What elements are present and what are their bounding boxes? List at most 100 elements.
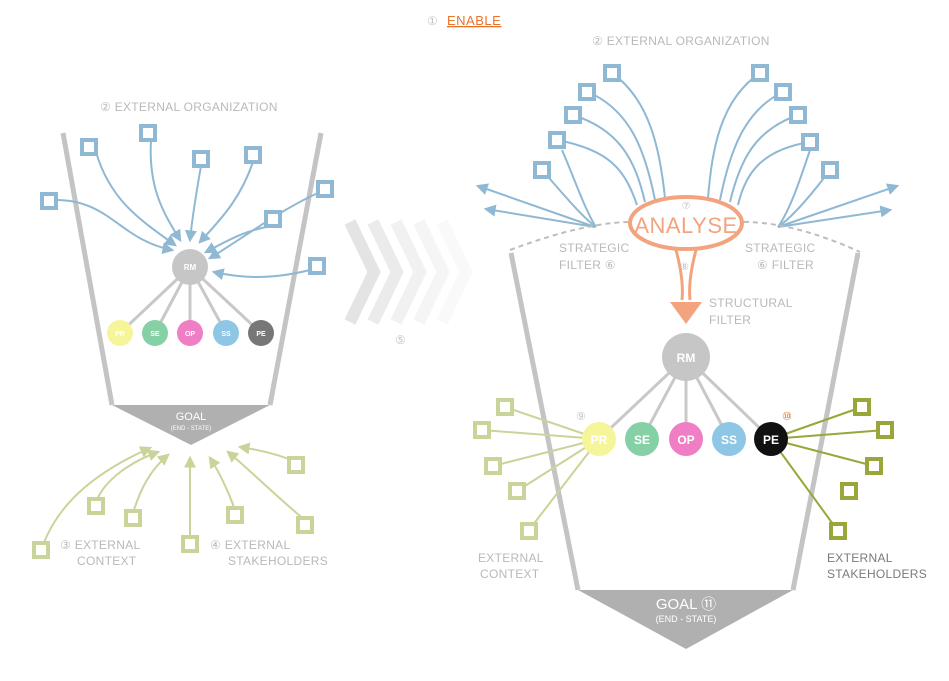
right-unit-pe-label: PE [763,433,779,447]
pr-number: ⑨ [576,411,586,423]
left-stakeholders-label-2: STAKEHOLDERS [228,554,328,568]
context-square-icon [32,541,50,559]
stakeholder-square-icon [853,398,871,416]
structural-filter-number: ⑧ [680,262,689,273]
chevron-icon [344,219,381,325]
right-unit-se-label: SE [634,433,650,447]
analyse-label: ANALYSE [634,213,737,238]
stakeholder-square-icon [840,482,858,500]
analyse-node [628,195,744,251]
pe-number: ⑩ [782,411,792,423]
left-org-links [55,139,319,281]
left-unit-se-label: SE [150,331,160,338]
structural-filter-label-1: STRUCTURAL [709,296,793,310]
org-square-icon [308,257,326,275]
left-unit-ss [213,320,239,346]
right-stakeholders-label-2: STAKEHOLDERS [827,567,927,581]
left-units: PR SE OP SS PE [107,320,274,346]
left-unit-pr-label: PR [115,331,125,338]
right-unit-pe [754,422,788,456]
left-external-organization-label: ② EXTERNAL ORGANIZATION [100,100,278,114]
left-rm-node [172,249,208,285]
right-context-label-1: EXTERNAL [478,551,544,565]
right-goal-shape [578,590,793,649]
stakeholder-square-icon [287,456,305,474]
left-unit-op [177,320,203,346]
right-stakeholder-squares [829,398,894,540]
stakeholder-square-icon [181,535,199,553]
context-square-icon [484,457,502,475]
analyse-number: ⑦ [682,201,691,212]
org-square-icon [244,146,262,164]
org-square-icon [789,106,807,124]
right-funnel-wall-right [790,252,861,591]
right-goal-sublabel: (END - STATE) [656,614,717,624]
left-org-squares [40,124,334,275]
context-square-icon [520,522,538,540]
left-unit-pe [248,320,274,346]
strategic-filter-arc-right [734,220,861,253]
left-context-squares [32,456,314,559]
structural-filter-label-2: FILTER [709,313,751,327]
context-square-icon [124,509,142,527]
chevron-icon [367,219,404,325]
left-unit-pe-label: PE [256,331,266,338]
strategic-filter-left-1: STRATEGIC [559,241,630,255]
org-square-icon [801,133,819,151]
right-external-organization-label: ② EXTERNAL ORGANIZATION [592,34,770,48]
stakeholder-square-icon [296,516,314,534]
right-unit-op [669,422,703,456]
transition-step: ⑤ [395,333,406,347]
left-goal-shape [112,405,270,445]
right-unit-ss-label: SS [721,433,737,447]
org-square-icon [192,150,210,168]
right-units: PR SE OP SS PE [582,422,788,456]
context-square-icon [508,482,526,500]
left-goal-label: GOAL [176,411,207,423]
structural-filter-arrow [670,249,702,324]
left-context-label-1: ③ EXTERNAL [60,538,140,552]
right-unit-se [625,422,659,456]
left-funnel: GOAL (END - STATE) [60,132,324,445]
left-rm-label: RM [184,263,197,272]
org-square-icon [139,124,157,142]
context-square-icon [473,421,491,439]
org-square-icon [578,83,596,101]
context-square-icon [496,398,514,416]
left-context-label-2: CONTEXT [77,554,137,568]
left-goal-sublabel: (END - STATE) [171,426,211,432]
strategic-filter-right-1: STRATEGIC [745,241,816,255]
org-square-icon [80,138,98,156]
right-unit-ss [712,422,746,456]
strategic-filter-right-2: ⑥ FILTER [757,258,814,272]
stakeholder-square-icon [829,522,847,540]
left-unit-op-label: OP [185,331,195,338]
chevron-icon [436,219,473,325]
left-unit-se [142,320,168,346]
right-stakeholders-label-1: EXTERNAL [827,551,893,565]
org-square-icon [533,161,551,179]
right-context-label-2: CONTEXT [480,567,540,581]
transition-chevrons [344,219,473,325]
right-rm-node [662,333,710,381]
stakeholder-square-icon [226,506,244,524]
org-square-icon [564,106,582,124]
stakeholder-square-icon [865,457,883,475]
org-square-icon [548,131,566,149]
org-square-icon [316,180,334,198]
left-context-links [42,442,306,546]
left-funnel-wall-left [60,132,115,406]
right-unit-op-label: OP [677,433,694,447]
right-unit-pr [582,422,616,456]
right-context-squares [473,398,538,540]
org-square-icon [264,210,282,228]
header-title: ENABLE [447,13,501,28]
org-square-icon [40,192,58,210]
org-square-icon [751,64,769,82]
strategic-filter-left-2: FILTER ⑥ [559,258,616,272]
chevron-icon [413,219,450,325]
org-square-icon [774,83,792,101]
header-step-number: ① [427,14,438,28]
right-unit-pr-label: PR [591,433,608,447]
